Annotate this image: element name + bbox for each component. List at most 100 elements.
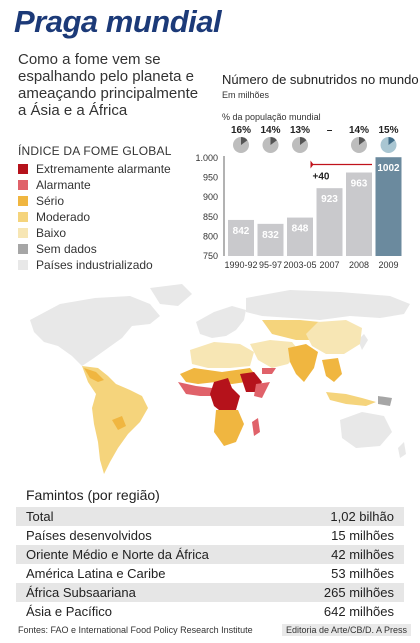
subtitle-line: ameaçando principalmente (18, 85, 199, 102)
legend-swatch (18, 228, 28, 238)
x-tick-label: 1990-92 (224, 260, 257, 270)
y-tick-label: 1.000 (195, 153, 218, 163)
legend-label: Sério (36, 194, 65, 208)
legend-label: Países industrializado (36, 258, 153, 272)
legend-swatch (18, 212, 28, 222)
legend: Extremamente alarmante Alarmante Sério M… (18, 161, 171, 273)
map-horn-africa (254, 382, 270, 398)
bar-value-label: 963 (351, 179, 368, 190)
map-yemen (262, 368, 276, 374)
pct-pie-slice (300, 137, 307, 145)
source-note: Fontes: FAO e International Food Policy … (18, 625, 253, 635)
map-central-africa (210, 378, 240, 414)
famintos-table: Total 1,02 bilhão Países desenvolvidos 15 … (16, 507, 404, 621)
page-title: Praga mundial (14, 4, 222, 39)
map-north-america (30, 296, 160, 366)
pct-value: – (327, 125, 333, 136)
region-name: Ásia e Pacífico (26, 604, 112, 619)
x-tick-label: 2008 (349, 260, 369, 270)
region-name: Total (26, 509, 54, 524)
pct-value: 13% (290, 125, 310, 136)
map-hunger-index (82, 320, 392, 474)
y-tick-label: 950 (203, 173, 218, 183)
region-value: 642 milhões (323, 604, 394, 619)
y-tick-label: 750 (203, 251, 218, 261)
region-name: América Latina e Caribe (26, 566, 166, 581)
region-value: 53 milhões (331, 566, 394, 581)
world-map (30, 284, 410, 474)
annotation-arrow (310, 160, 314, 169)
region-value: 265 milhões (323, 585, 394, 600)
bar-value-label: 1002 (377, 163, 400, 174)
y-tick-label: 800 (203, 231, 218, 241)
map-indonesia (326, 392, 376, 406)
y-tick-label: 900 (203, 192, 218, 202)
legend-label: Alarmante (36, 178, 91, 192)
x-tick-label: 2007 (319, 260, 339, 270)
map-industrialized (30, 284, 410, 458)
credit-note: Editoria de Arte/CB/D. A Press (282, 624, 412, 636)
table-row: Oriente Médio e Norte da África 42 milhõe… (16, 545, 404, 564)
bar (228, 219, 254, 256)
map-europe (196, 306, 246, 338)
legend-item: Baixo (18, 225, 171, 241)
pct-value: 14% (260, 125, 280, 136)
bar-chart: 750 800 850 900 950 1.000 842 1990-92 16% 832 95-9… (195, 125, 402, 270)
pct-pie-slice (388, 137, 395, 145)
table-row: Total 1,02 bilhão (16, 507, 404, 526)
bar-annotation: +40 (313, 171, 330, 182)
table-row: América Latina e Caribe 53 milhões (16, 564, 404, 583)
map-new-zealand (398, 442, 406, 458)
region-value: 42 milhões (331, 547, 394, 562)
pct-pie-slice (270, 137, 277, 145)
table-row: Ásia e Pacífico 642 milhões (16, 602, 404, 621)
bar-value-label: 923 (321, 194, 338, 205)
famintos-title: Famintos (por região) (26, 487, 160, 503)
map-southeast-asia (322, 358, 342, 382)
y-tick-label: 850 (203, 212, 218, 222)
legend-label: Sem dados (36, 242, 97, 256)
map-north-africa (190, 342, 254, 368)
legend-swatch (18, 260, 28, 270)
map-middle-east (250, 340, 300, 368)
bar (375, 157, 402, 256)
bar (346, 172, 372, 256)
pct-pie-slice (241, 137, 248, 145)
map-south-asia (288, 344, 318, 382)
map-sahel (180, 368, 256, 384)
bar (316, 188, 343, 256)
map-madagascar (252, 418, 260, 436)
subtitle-line: Como a fome vem se (18, 51, 161, 68)
legend-label: Moderado (36, 210, 91, 224)
legend-swatch (18, 244, 28, 254)
pct-pie-slice (359, 137, 366, 145)
legend-swatch (18, 164, 28, 174)
legend-label: Extremamente alarmante (36, 162, 171, 176)
chart-units: Em milhões (222, 90, 270, 100)
chart-title: Número de subnutridos no mundo (222, 72, 419, 87)
bar-value-label: 842 (233, 226, 250, 237)
region-name: Países desenvolvidos (26, 528, 152, 543)
pct-label: % da população mundial (222, 112, 321, 122)
legend-item: Sério (18, 193, 171, 209)
subtitle: Como a fome vem se espalhando pelo plane… (18, 51, 218, 119)
map-australia (340, 412, 392, 448)
legend-item: Sem dados (18, 241, 171, 257)
region-name: Oriente Médio e Norte da África (26, 547, 209, 562)
legend-swatch (18, 180, 28, 190)
legend-item: Extremamente alarmante (18, 161, 171, 177)
pct-value: 15% (378, 125, 398, 136)
pct-value: 14% (349, 125, 369, 136)
region-value: 1,02 bilhão (330, 509, 394, 524)
x-tick-label: 2009 (378, 260, 398, 270)
subtitle-line: espalhando pelo planeta e (18, 68, 194, 85)
bar-value-label: 848 (292, 224, 309, 235)
map-greenland (150, 284, 192, 306)
map-west-africa (178, 382, 214, 396)
map-papua (378, 396, 392, 406)
legend-label: Baixo (36, 226, 67, 240)
map-central-america (84, 368, 104, 382)
table-row: Países desenvolvidos 15 milhões (16, 526, 404, 545)
bar (287, 217, 313, 256)
bar (257, 223, 284, 256)
